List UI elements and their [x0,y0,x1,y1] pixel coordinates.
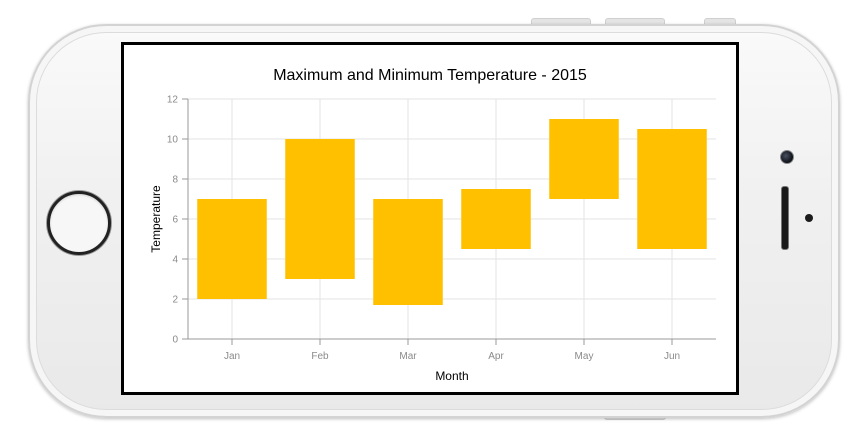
volume-up-button [531,18,591,25]
bars [197,119,707,305]
x-tick-label: Jan [224,351,240,362]
phone-screen: Maximum and Minimum Temperature - 2015 0… [121,42,739,395]
home-button[interactable] [47,191,111,255]
range-bar-mar[interactable] [373,199,443,305]
chart-container: Maximum and Minimum Temperature - 2015 0… [124,45,736,392]
range-bar-apr[interactable] [461,189,531,249]
y-axis-title: Temperature [149,185,163,253]
y-tick-label: 8 [172,175,178,186]
range-bar-feb[interactable] [285,139,355,279]
y-tick-label: 10 [167,135,179,146]
x-tick-label: May [575,351,594,362]
proximity-sensor [805,214,813,222]
volume-down-button [605,18,665,25]
y-tick-label: 6 [172,215,178,226]
grid-lines [188,98,716,339]
y-axis-ticks: 0 2 4 6 8 10 12 [167,95,188,346]
x-axis-ticks: Jan Feb Mar Apr May Jun [224,339,680,362]
x-tick-label: Feb [311,351,329,362]
range-column-chart: Maximum and Minimum Temperature - 2015 0… [149,67,716,383]
earpiece-speaker [781,186,789,250]
x-tick-label: Mar [399,351,417,362]
y-tick-label: 0 [172,335,178,346]
x-tick-label: Apr [488,351,504,362]
y-tick-label: 12 [167,95,179,106]
range-bar-may[interactable] [549,119,619,199]
mute-switch [704,18,736,25]
chart-title: Maximum and Minimum Temperature - 2015 [273,67,587,84]
y-tick-label: 4 [172,255,178,266]
range-bar-jan[interactable] [197,199,267,299]
range-bar-jun[interactable] [637,129,707,249]
y-tick-label: 2 [172,295,178,306]
x-tick-label: Jun [664,351,680,362]
front-camera-icon [780,150,794,164]
x-axis-title: Month [435,369,468,383]
